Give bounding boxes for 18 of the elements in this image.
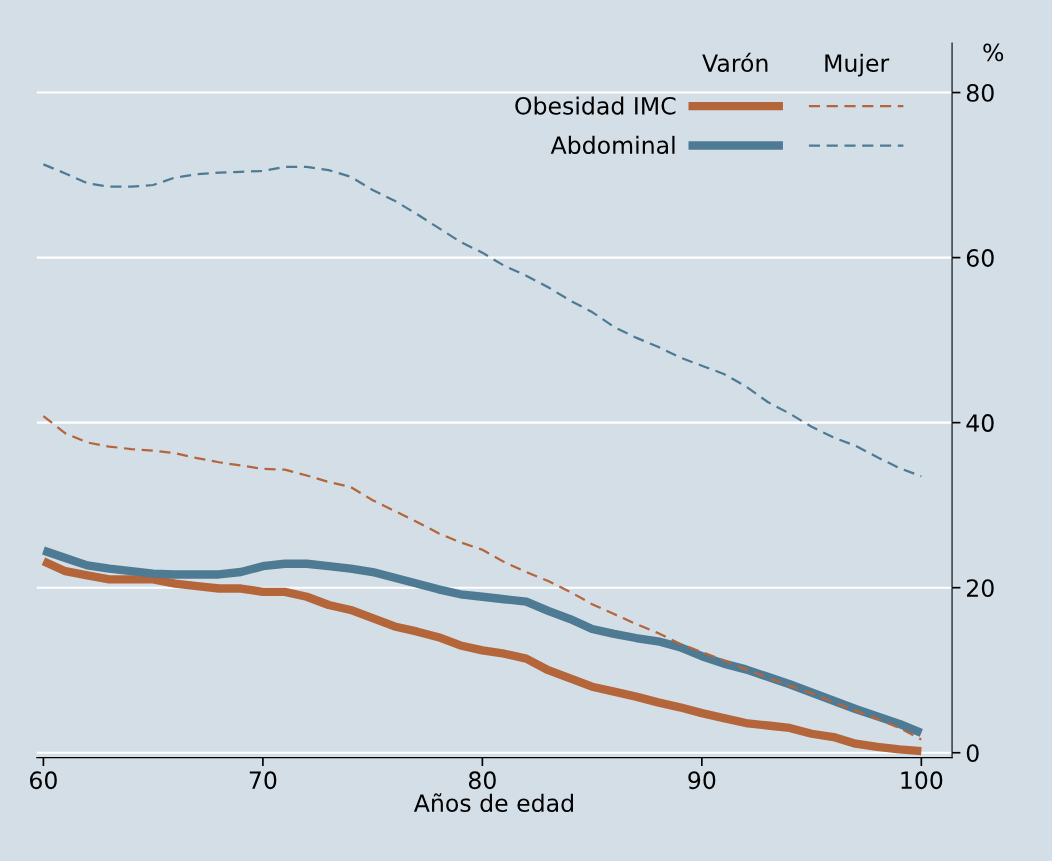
annotation: Mujer — [825, 53, 890, 77]
legend-label: Abdominal — [550, 135, 675, 155]
x-tick-label: 90 — [688, 771, 716, 790]
y-tick-label: 0 — [966, 744, 979, 763]
y-tick-label: 40 — [966, 414, 994, 432]
y-axis-title: % — [983, 43, 1004, 62]
y-tick-label: 20 — [966, 579, 994, 597]
annotation: Varón — [702, 52, 768, 73]
line-series — [42, 414, 923, 741]
y-tick-label: 80 — [966, 84, 994, 102]
x-tick-label: 60 — [30, 771, 57, 790]
line-series — [42, 163, 923, 478]
x-tick-label: 100 — [901, 771, 943, 790]
x-tick-label: 80 — [468, 771, 496, 790]
x-axis-title: Años de edad — [413, 793, 573, 812]
legend-label: Obesidad IMC — [515, 96, 676, 115]
x-tick-label: 70 — [249, 771, 277, 790]
y-tick-label: 60 — [966, 249, 994, 267]
